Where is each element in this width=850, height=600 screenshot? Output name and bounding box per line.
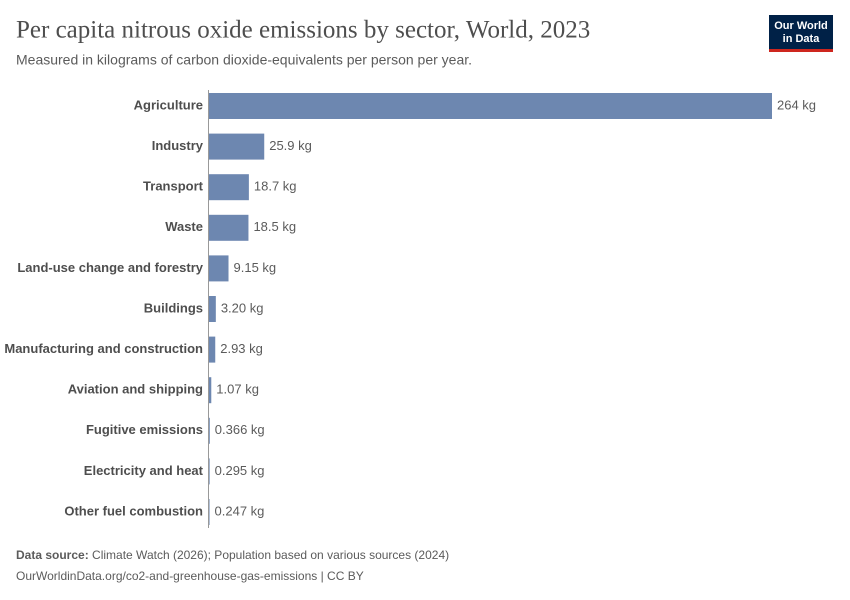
bar <box>209 93 772 119</box>
category-label: Agriculture <box>134 97 203 112</box>
bar <box>209 255 229 282</box>
bar <box>209 336 216 363</box>
bar <box>209 499 210 525</box>
category-label: Buildings <box>144 300 203 315</box>
category-label: Aviation and shipping <box>68 382 203 397</box>
value-label: 25.9 kg <box>269 138 312 153</box>
chart-title: Per capita nitrous oxide emissions by se… <box>16 17 590 44</box>
value-label: 18.5 kg <box>253 219 296 234</box>
category-label: Fugitive emissions <box>86 422 203 437</box>
bar <box>209 296 216 322</box>
logo-background <box>769 15 833 52</box>
value-label: 9.15 kg <box>234 260 277 275</box>
footer-url: OurWorldinData.org/co2-and-greenhouse-ga… <box>16 569 364 583</box>
value-label: 18.7 kg <box>254 179 297 194</box>
bar <box>209 174 249 201</box>
value-label: 0.366 kg <box>215 422 265 437</box>
value-label: 264 kg <box>777 97 816 112</box>
category-label: Land-use change and forestry <box>17 260 203 275</box>
value-label: 2.93 kg <box>220 341 263 356</box>
source-label: Data source: <box>16 548 89 562</box>
logo-text: Our World <box>774 20 828 32</box>
logo-stripe <box>769 49 833 52</box>
chart-subtitle: Measured in kilograms of carbon dioxide-… <box>16 52 472 68</box>
value-label: 0.247 kg <box>215 503 265 518</box>
source-text: Climate Watch (2026); Population based o… <box>92 548 449 562</box>
bar <box>209 377 212 404</box>
bar <box>209 214 249 241</box>
footer-source: Data source: Climate Watch (2026); Popul… <box>16 548 449 562</box>
category-label: Waste <box>165 219 203 234</box>
bar <box>209 417 210 444</box>
logo[interactable]: Our World in Data <box>769 15 833 52</box>
value-label: 0.295 kg <box>215 463 265 478</box>
value-label: 3.20 kg <box>221 300 264 315</box>
category-label: Electricity and heat <box>84 463 204 478</box>
value-label: 1.07 kg <box>216 382 259 397</box>
bar <box>209 133 265 160</box>
logo-text: in Data <box>783 33 821 45</box>
category-label: Industry <box>152 138 204 153</box>
bar <box>209 458 210 485</box>
category-label: Other fuel combustion <box>64 503 203 518</box>
category-label: Transport <box>143 179 204 194</box>
category-label: Manufacturing and construction <box>4 341 203 356</box>
